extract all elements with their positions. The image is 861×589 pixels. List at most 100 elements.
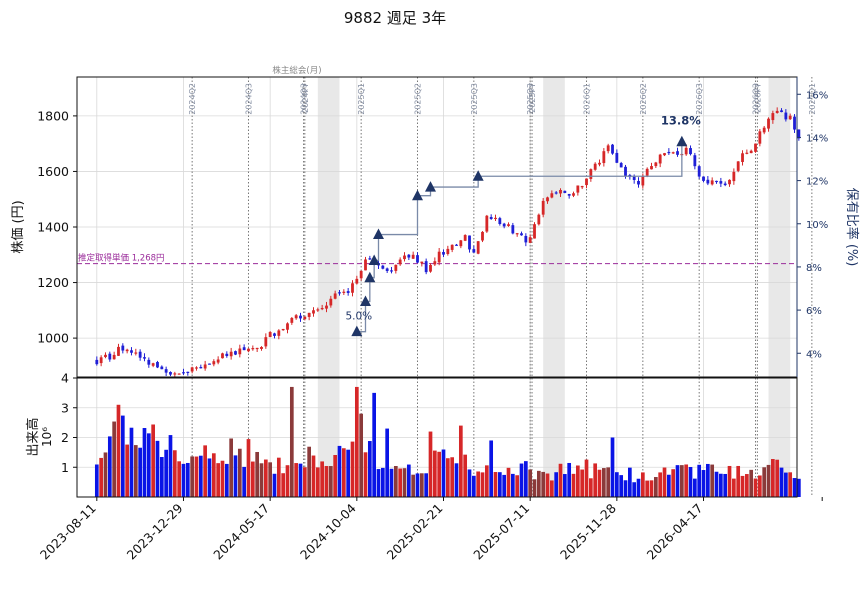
volume-bar (229, 438, 233, 497)
candle-body (450, 244, 454, 250)
volume-bar (324, 466, 329, 497)
candle-body (520, 233, 523, 236)
candle-body (459, 240, 463, 247)
volume-bar (584, 459, 589, 497)
volume-bar (497, 472, 502, 497)
volume-bar (350, 441, 355, 497)
candle-body (793, 116, 796, 130)
volume-bar (740, 475, 745, 497)
candle-body (437, 251, 441, 263)
volume-tick-label: 4 (61, 371, 69, 386)
volume-bar (697, 464, 702, 497)
volume-bar (281, 473, 285, 497)
volume-bar (333, 455, 338, 497)
candle-body (286, 323, 289, 330)
volume-bar (519, 463, 524, 497)
candle-body (277, 330, 281, 336)
candle-body (238, 348, 242, 355)
holding-marker (364, 271, 376, 283)
candle-body (615, 152, 619, 163)
volume-bar (658, 472, 663, 497)
event-label: 2027Q1 (808, 83, 817, 115)
candle-body (585, 178, 588, 186)
volume-bar (688, 467, 693, 497)
volume-bar (190, 456, 194, 497)
volume-bar (784, 472, 788, 497)
volume-bar (771, 459, 775, 497)
volume-bar (458, 425, 463, 497)
candle-body (117, 346, 120, 356)
candle-body (151, 363, 155, 366)
event-label: 2024Q3 (300, 83, 309, 115)
candle-body (251, 348, 255, 350)
candle-body (554, 192, 558, 194)
event-label: 2024Q3 (244, 83, 253, 115)
volume-bar (172, 450, 177, 497)
candle-body (121, 345, 125, 351)
candle-body (784, 112, 788, 120)
volume-bar (667, 474, 671, 497)
candle-body (749, 150, 753, 154)
volume-bar (563, 474, 567, 497)
volume-bar (168, 435, 173, 497)
volume-bar (120, 415, 125, 497)
volume-bar (484, 465, 489, 497)
volume-bar (758, 475, 762, 497)
volume-bar (693, 478, 697, 497)
volume-bar (610, 437, 615, 497)
price-tick-label: 1800 (37, 108, 69, 123)
candle-body (762, 127, 766, 133)
candle-body (411, 254, 415, 259)
candle-body (429, 264, 432, 272)
volume-bar (654, 477, 658, 497)
volume-bar (441, 449, 446, 497)
candle-body (247, 348, 250, 352)
volume-bar (480, 472, 485, 497)
candle-body (507, 224, 510, 226)
volume-bar (185, 462, 190, 497)
volume-bar (164, 449, 168, 497)
volume-bar (589, 478, 593, 497)
x-tick-label: 2024-05-17 (210, 501, 272, 563)
candle-body (511, 225, 515, 234)
volume-bar (528, 469, 533, 497)
volume-bar (125, 444, 129, 497)
candle-body (736, 161, 740, 171)
volume-bar (402, 468, 407, 497)
volume-bar (94, 464, 99, 497)
candle-body (559, 189, 562, 194)
event-label: 2025Q3 (526, 83, 535, 115)
event-label: 2025Q1 (357, 83, 366, 115)
holding-marker (359, 295, 371, 306)
holding-marker (411, 189, 423, 201)
candle-body (333, 293, 337, 299)
volume-bar (289, 386, 294, 497)
volume-bar (372, 392, 377, 497)
volume-bar (489, 440, 494, 497)
holding-marker (676, 135, 688, 147)
ratio-tick-label: 12% (806, 177, 828, 188)
candle-body (788, 115, 792, 120)
candle-body (602, 151, 606, 164)
candle-body (364, 259, 367, 271)
candle-body (290, 318, 294, 323)
volume-bar (272, 473, 277, 497)
volume-bar (593, 463, 598, 497)
holding-marker (472, 170, 484, 181)
volume-bar (541, 471, 546, 497)
volume-bar (445, 458, 450, 497)
candle-body (502, 223, 506, 227)
volume-bar (510, 473, 515, 497)
candle-body (654, 162, 658, 167)
volume-bar (580, 469, 585, 497)
volume-bar (788, 472, 793, 497)
volume-tick-label: 3 (61, 400, 69, 415)
candle-body (485, 215, 489, 232)
volume-bar (337, 445, 342, 497)
candle-body (147, 359, 151, 365)
volume-bar (649, 480, 654, 497)
candle-body (195, 367, 198, 369)
volume-bar (549, 480, 554, 497)
volume-bar (619, 475, 624, 497)
candle-body (355, 278, 359, 284)
